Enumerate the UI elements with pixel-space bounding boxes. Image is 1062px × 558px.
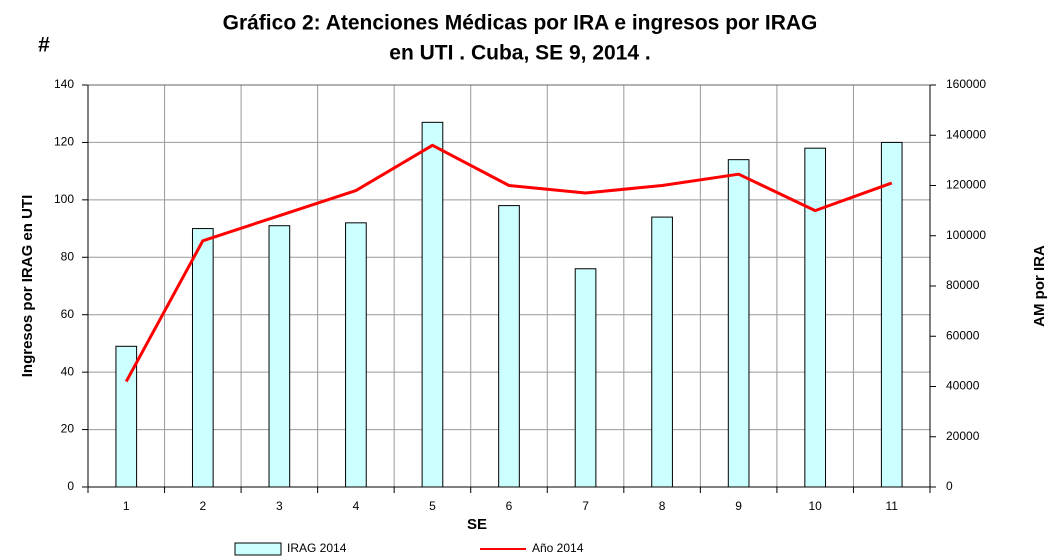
- y2-tick-label: 20000: [946, 429, 980, 443]
- y-tick-label: 100: [54, 192, 74, 206]
- chart-title: Gráfico 2: Atenciones Médicas por IRA e …: [223, 12, 818, 35]
- x-tick-label: 2: [199, 499, 206, 513]
- legend-label: IRAG 2014: [287, 541, 347, 555]
- y-tick-label: 120: [54, 135, 74, 149]
- chart-title: en UTI . Cuba, SE 9, 2014 .: [389, 42, 650, 65]
- legend-swatch: [234, 542, 282, 556]
- bar: [727, 159, 750, 488]
- y-tick-label: 0: [67, 479, 74, 493]
- x-tick-label: 5: [429, 499, 436, 513]
- legend-label: Año 2014: [532, 541, 584, 555]
- x-tick-label: 11: [885, 499, 898, 513]
- line: [124, 143, 893, 383]
- y-tick-label: 40: [61, 364, 75, 378]
- bar: [115, 345, 138, 488]
- bar: [574, 268, 597, 488]
- x-tick-label: 9: [735, 499, 742, 513]
- x-tick-label: 1: [123, 499, 130, 513]
- bar: [498, 205, 520, 488]
- y2-tick-label: 140000: [946, 127, 986, 141]
- x-tick-label: 4: [353, 499, 360, 513]
- bar: [345, 222, 367, 488]
- bar: [880, 141, 903, 488]
- y-tick-label: 80: [61, 249, 75, 263]
- x-tick-label: 10: [809, 499, 823, 513]
- bar: [651, 216, 673, 488]
- x-tick-label: 6: [506, 499, 513, 513]
- x-tick-label: 3: [276, 499, 283, 513]
- y2-tick-label: 60000: [946, 328, 980, 342]
- y2-tick-label: 0: [946, 479, 953, 493]
- bar: [191, 228, 214, 488]
- y2-axis-label: AM por IRA: [1031, 245, 1048, 327]
- bar: [804, 147, 827, 488]
- bar: [421, 121, 444, 488]
- y2-tick-label: 80000: [946, 278, 980, 292]
- annotation: #: [38, 34, 50, 57]
- x-axis-label: SE: [467, 516, 487, 533]
- y2-tick-label: 120000: [946, 178, 986, 192]
- x-tick-label: 7: [582, 499, 589, 513]
- y-tick-label: 60: [61, 307, 75, 321]
- x-tick-label: 8: [659, 499, 666, 513]
- y-axis-label: Ingresos por IRAG en UTI: [19, 195, 36, 378]
- bar: [268, 225, 291, 488]
- y2-tick-label: 100000: [946, 228, 986, 242]
- y2-tick-label: 40000: [946, 379, 980, 393]
- y-tick-label: 20: [61, 422, 75, 436]
- y2-tick-label: 160000: [946, 77, 986, 91]
- y-tick-label: 140: [54, 77, 74, 91]
